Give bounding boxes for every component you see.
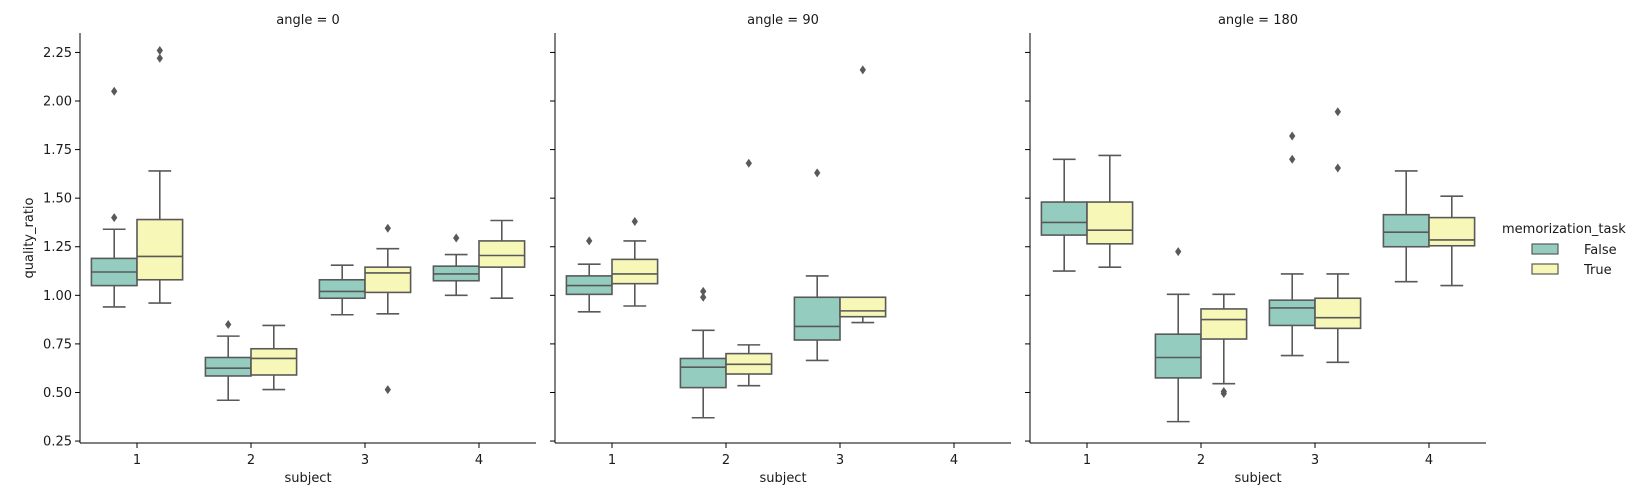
box-subject-3-false [793, 168, 841, 362]
box-iqr [478, 240, 526, 268]
box-iqr [793, 296, 841, 341]
box-iqr [611, 258, 659, 285]
legend-swatch-true [1531, 263, 1559, 275]
x-tick-label: 4 [950, 453, 958, 468]
box-subject-3-true [839, 65, 887, 324]
outlier-point [384, 385, 391, 395]
box-iqr [204, 356, 252, 377]
box-subject-2-false [679, 286, 727, 419]
facet-title: angle = 90 [747, 13, 819, 28]
outlier-point [1175, 247, 1182, 257]
x-tick-label: 3 [1311, 453, 1319, 468]
y-tick-label: 2.00 [43, 95, 72, 110]
y-tick-label: 0.50 [43, 386, 72, 401]
y-axis-label: quality_ratio [22, 197, 37, 278]
x-axis-label: subject [759, 471, 806, 486]
box-iqr [1086, 201, 1134, 245]
box-subject-2-true [725, 158, 773, 387]
x-tick-label: 1 [608, 453, 616, 468]
x-tick-label: 2 [1197, 453, 1205, 468]
y-tick-label: 2.25 [43, 46, 72, 61]
box-subject-1-true [611, 216, 659, 307]
box-iqr [1040, 201, 1088, 236]
x-axis-label: subject [284, 471, 331, 486]
box-subject-4-false [1382, 170, 1430, 283]
box-subject-2-true [1200, 293, 1248, 398]
outlier-point [745, 158, 752, 168]
box-subject-3-true [364, 223, 412, 395]
box-subject-4-false [432, 233, 480, 297]
x-tick-label: 1 [1083, 453, 1091, 468]
box-iqr [1200, 308, 1248, 340]
y-tick-label: 0.75 [43, 337, 72, 352]
x-tick-label: 3 [361, 453, 369, 468]
facet-panel-angle-0: angle = 0 0.25 0.50 0.75 1.00 1.25 1.50 1.75 2.0… [43, 13, 536, 486]
box-iqr [364, 266, 412, 294]
outlier-point [1334, 107, 1341, 117]
box-iqr [1268, 299, 1316, 327]
box-iqr [250, 347, 298, 376]
outlier-point [1334, 163, 1341, 173]
legend-label-false: False [1584, 243, 1617, 258]
outlier-point [700, 292, 707, 302]
legend: memorization_task False True [1502, 222, 1626, 278]
facet-title: angle = 0 [276, 13, 340, 28]
box-iqr [1314, 297, 1362, 330]
legend-swatch-false [1531, 243, 1559, 255]
outlier-point [111, 86, 118, 96]
box-subject-2-true [250, 324, 298, 391]
y-tick-label: 1.75 [43, 143, 72, 158]
outlier-point [1220, 387, 1227, 397]
box-iqr [136, 218, 184, 281]
x-tick-label: 1 [133, 453, 141, 468]
x-tick-label: 4 [1425, 453, 1433, 468]
box-iqr [679, 357, 727, 389]
box-iqr [1428, 216, 1476, 247]
y-tick-label: 1.50 [43, 192, 72, 207]
y-tick-label: 1.00 [43, 289, 72, 304]
box-iqr [839, 296, 887, 318]
legend-label-true: True [1583, 263, 1612, 278]
y-tick-label: 0.25 [43, 435, 72, 450]
box-subject-1-false [90, 86, 138, 308]
outlier-point [859, 65, 866, 75]
box-iqr [1382, 213, 1430, 248]
facet-panel-angle-180: angle = 180 1 2 3 4 subject [1025, 13, 1486, 486]
box-subject-4-true [478, 219, 526, 300]
facet-title: angle = 180 [1218, 13, 1298, 28]
box-subject-2-false [1154, 247, 1202, 423]
box-iqr [1154, 333, 1202, 379]
box-subject-1-false [1040, 158, 1088, 272]
outlier-point [700, 286, 707, 296]
outlier-point [384, 223, 391, 233]
y-tick-label: 1.25 [43, 240, 72, 255]
box-subject-1-false [565, 236, 613, 313]
x-axis-label: subject [1234, 471, 1281, 486]
x-tick-label: 3 [836, 453, 844, 468]
outlier-point [631, 216, 638, 226]
outlier-point [1289, 154, 1296, 164]
outlier-point [111, 213, 118, 223]
box-subject-3-false [1268, 131, 1316, 357]
outlier-point [225, 319, 232, 329]
box-subject-3-true [1314, 107, 1362, 364]
outlier-point [1289, 131, 1296, 141]
outlier-point [156, 53, 163, 63]
outlier-point [814, 168, 821, 178]
box-iqr [318, 278, 366, 300]
x-tick-label: 2 [722, 453, 730, 468]
legend-title: memorization_task [1502, 222, 1626, 237]
outlier-point [586, 236, 593, 246]
outlier-point [156, 45, 163, 55]
box-subject-1-true [136, 45, 184, 304]
box-subject-2-false [204, 319, 252, 402]
x-tick-label: 2 [247, 453, 255, 468]
box-subject-3-false [318, 264, 366, 316]
box-subject-4-true [1428, 195, 1476, 287]
x-tick-label: 4 [475, 453, 483, 468]
box-subject-1-true [1086, 154, 1134, 268]
facet-panel-angle-90: angle = 90 1 2 3 4 subject [550, 13, 1011, 486]
outlier-point [453, 233, 460, 243]
